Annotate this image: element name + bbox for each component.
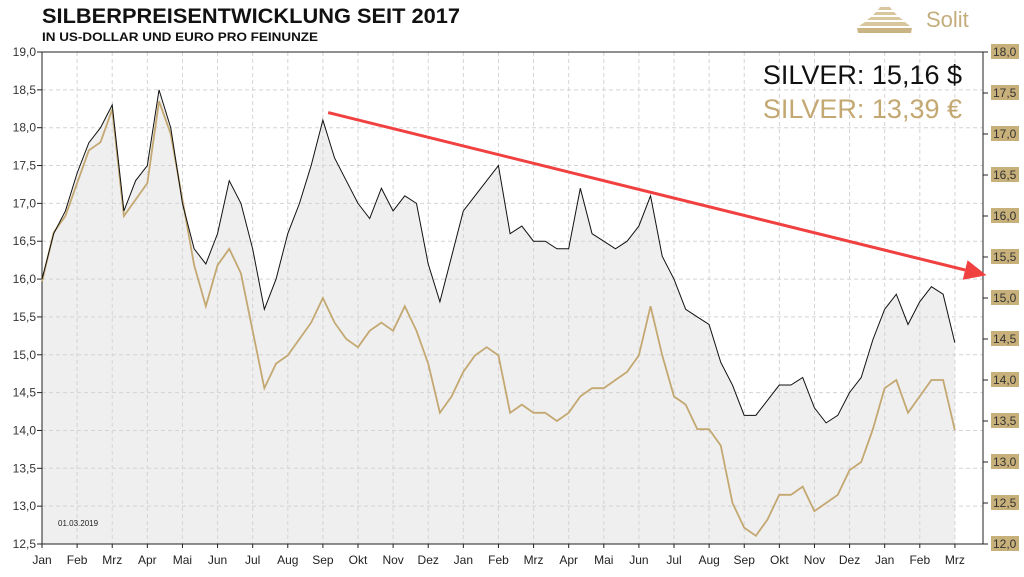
x-axis-month-label: Dez bbox=[418, 553, 439, 567]
pyramid-icon bbox=[857, 7, 912, 33]
left-axis-tick-label: 12,5 bbox=[13, 537, 37, 551]
left-axis-tick-label: 15,0 bbox=[13, 348, 37, 362]
right-axis-tick-label: 18,0 bbox=[993, 45, 1017, 59]
right-axis-label-box bbox=[991, 536, 1019, 551]
left-axis-tick-label: 15,5 bbox=[13, 310, 37, 324]
x-axis-month-label: Jan bbox=[875, 553, 894, 567]
right-axis-tick-label: 16,0 bbox=[993, 209, 1017, 223]
x-axis-month-label: Mrz bbox=[945, 553, 965, 567]
chart-subtitle: IN US-DOLLAR UND EURO PRO FEINUNZE bbox=[42, 30, 318, 44]
left-axis-tick-label: 14,0 bbox=[13, 423, 37, 437]
right-axis-label-box bbox=[991, 249, 1019, 264]
left-axis-tick-label: 17,0 bbox=[13, 196, 37, 210]
solit-logo: Solit bbox=[857, 7, 969, 33]
logo-text: Solit bbox=[926, 7, 969, 32]
x-axis-month-label: Nov bbox=[804, 553, 825, 567]
left-axis-tick-label: 14,5 bbox=[13, 386, 37, 400]
trend-arrow-line bbox=[327, 111, 966, 272]
right-axis-label-box bbox=[991, 413, 1019, 428]
x-axis-month-label: Feb bbox=[909, 553, 930, 567]
x-axis-month-label: Apr bbox=[138, 553, 157, 567]
x-axis-month-label: Jan bbox=[32, 553, 51, 567]
right-axis-label-box bbox=[991, 126, 1019, 141]
left-axis-tick-label: 18,5 bbox=[13, 83, 37, 97]
x-axis-month-label: Mrz bbox=[524, 553, 544, 567]
usd-price-label: SILVER: 15,16 $ bbox=[763, 60, 962, 90]
right-axis-tick-label: 14,5 bbox=[993, 332, 1017, 346]
right-axis-label-box bbox=[991, 495, 1019, 510]
right-axis-tick-label: 17,5 bbox=[993, 86, 1017, 100]
left-axis-tick-label: 16,0 bbox=[13, 272, 37, 286]
right-axis-label-box bbox=[991, 85, 1019, 100]
eur-price-label: SILVER: 13,39 € bbox=[763, 94, 962, 124]
right-axis-tick-label: 15,5 bbox=[993, 250, 1017, 264]
x-axis-month-label: Jan bbox=[454, 553, 473, 567]
right-axis-tick-label: 17,0 bbox=[993, 127, 1017, 141]
x-axis-month-label: Okt bbox=[770, 553, 789, 567]
right-axis-tick-label: 13,0 bbox=[993, 455, 1017, 469]
x-axis-month-label: Mrz bbox=[102, 553, 122, 567]
left-axis-tick-label: 16,5 bbox=[13, 234, 37, 248]
right-axis-tick-label: 12,0 bbox=[993, 537, 1017, 551]
x-axis-month-label: Dez bbox=[839, 553, 860, 567]
right-axis-label-box bbox=[991, 372, 1019, 387]
x-axis-month-label: Jul bbox=[245, 553, 260, 567]
x-axis-month-label: Jun bbox=[208, 553, 227, 567]
right-axis-tick-label: 13,5 bbox=[993, 414, 1017, 428]
right-axis-label-box bbox=[991, 454, 1019, 469]
x-axis-month-label: Okt bbox=[349, 553, 368, 567]
eur-series-line bbox=[41, 100, 956, 538]
date-label: 01.03.2019 bbox=[58, 519, 99, 528]
right-axis-label-box bbox=[991, 331, 1019, 346]
x-axis-month-label: Sep bbox=[734, 553, 756, 567]
left-axis-tick-label: 13,0 bbox=[13, 499, 37, 513]
left-axis-tick-label: 18,0 bbox=[13, 121, 37, 135]
left-axis-tick-label: 19,0 bbox=[13, 45, 37, 59]
x-axis-month-label: Sep bbox=[312, 553, 334, 567]
x-axis-month-label: Feb bbox=[488, 553, 509, 567]
x-axis-month-label: Nov bbox=[382, 553, 403, 567]
chart-title: SILBERPREISENTWICKLUNG SEIT 2017 bbox=[42, 5, 460, 28]
right-axis-tick-label: 14,0 bbox=[993, 373, 1017, 387]
x-axis-month-label: Apr bbox=[559, 553, 578, 567]
right-axis-tick-label: 12,5 bbox=[993, 496, 1017, 510]
right-axis-label-box bbox=[991, 167, 1019, 182]
right-axis-tick-label: 16,5 bbox=[993, 168, 1017, 182]
right-axis-label-box bbox=[991, 290, 1019, 305]
x-axis-month-label: Aug bbox=[698, 553, 719, 567]
right-axis-label-box bbox=[991, 208, 1019, 223]
x-axis-month-label: Aug bbox=[277, 553, 298, 567]
right-axis-label-box bbox=[991, 44, 1019, 59]
x-axis-month-label: Mai bbox=[173, 553, 192, 567]
x-axis-month-label: Mai bbox=[594, 553, 613, 567]
usd-series-line bbox=[41, 89, 956, 424]
x-axis-month-label: Feb bbox=[67, 553, 88, 567]
right-axis-tick-label: 15,0 bbox=[993, 291, 1017, 305]
x-axis-month-label: Jul bbox=[666, 553, 681, 567]
left-axis-tick-label: 13,5 bbox=[13, 461, 37, 475]
trend-arrow-head bbox=[962, 260, 987, 280]
left-axis-tick-label: 17,5 bbox=[13, 159, 37, 173]
x-axis-month-label: Jun bbox=[629, 553, 648, 567]
